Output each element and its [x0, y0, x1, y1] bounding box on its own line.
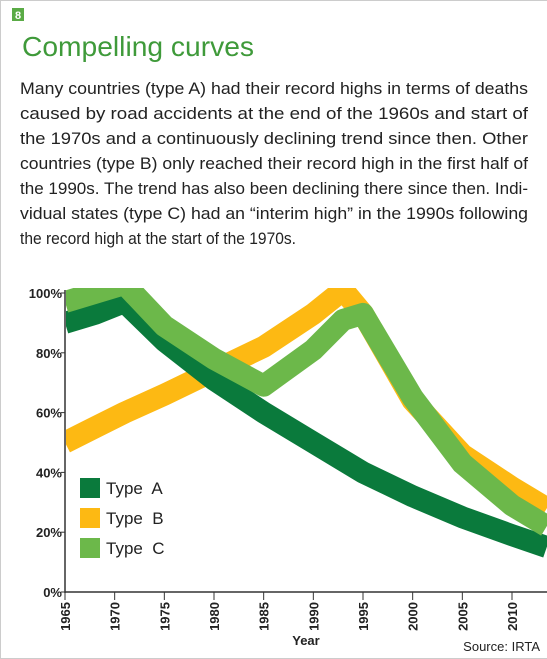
- body-line: countries (type B) only reached their re…: [20, 154, 528, 173]
- badge-box: [12, 8, 24, 21]
- source: Source: IRTA: [463, 639, 540, 654]
- legend-label: Type B: [106, 509, 164, 528]
- x-tick-label: 1970: [108, 602, 123, 631]
- y-tick-label: 40%: [36, 465, 62, 480]
- x-tick-label: 1990: [306, 602, 321, 631]
- body-line: caused by road accidents at the end of t…: [20, 104, 528, 123]
- x-tick-label: 1965: [58, 602, 73, 631]
- x-tick-label: 2000: [406, 602, 421, 631]
- body-line: vidual states (type C) had an “interim h…: [20, 204, 528, 223]
- y-tick-label: 100%: [29, 286, 63, 301]
- x-tick-label: 2010: [505, 602, 520, 631]
- x-tick-label: 2005: [455, 602, 470, 631]
- x-tick-label: 1975: [157, 602, 172, 631]
- x-tick-label: 1995: [356, 602, 371, 631]
- legend-label: Type C: [106, 539, 165, 558]
- legend-label: Type A: [106, 479, 163, 498]
- body-line: the 1990s. The trend has also been decli…: [20, 179, 528, 198]
- body-line: the 1970s and a continuously declining t…: [20, 129, 528, 148]
- x-tick-label: 1980: [207, 602, 222, 631]
- y-tick-label: 0%: [43, 585, 62, 600]
- y-tick-label: 80%: [36, 346, 62, 361]
- legend-swatch: [80, 478, 100, 498]
- series-band: [66, 288, 547, 536]
- y-tick-label: 60%: [36, 406, 62, 421]
- title: Compelling curves: [22, 31, 254, 62]
- body-line: Many countries (type A) had their record…: [20, 79, 528, 98]
- x-tick-label: 1985: [257, 602, 272, 631]
- x-axis-label: Year: [292, 633, 319, 648]
- plot-area: [66, 288, 547, 558]
- body-line: the record high at the start of the 1970…: [20, 229, 296, 248]
- legend-swatch: [80, 508, 100, 528]
- legend-swatch: [80, 538, 100, 558]
- y-tick-label: 20%: [36, 525, 62, 540]
- series-band: [66, 291, 547, 558]
- badge: 8: [15, 10, 21, 22]
